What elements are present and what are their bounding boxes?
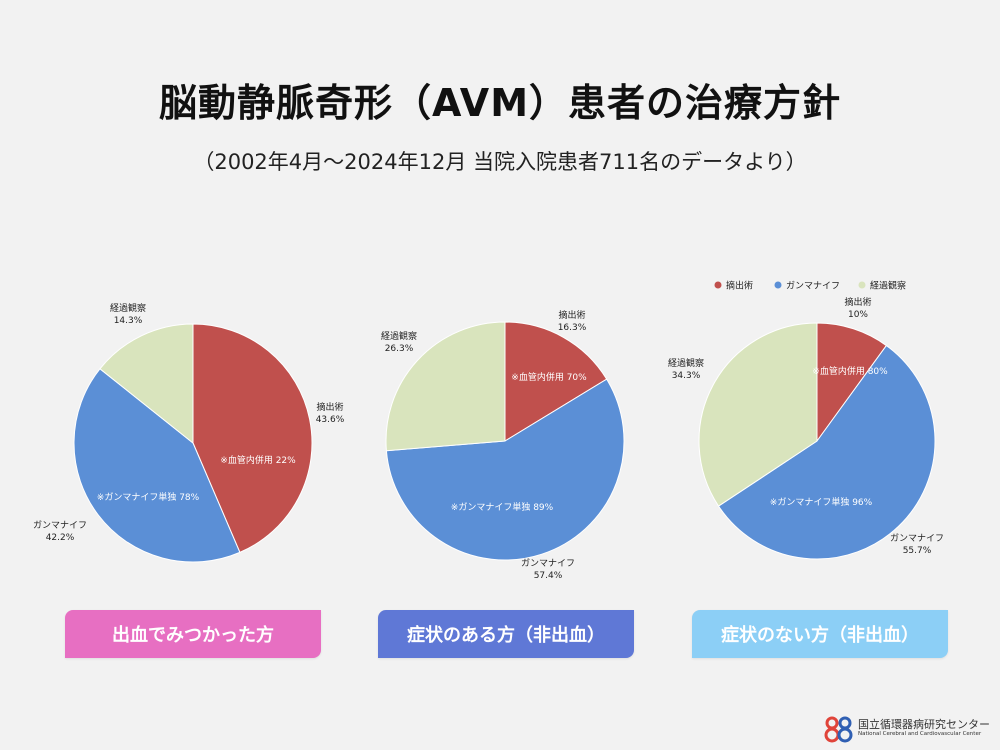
pie-2-value-label-1: 16.3% bbox=[558, 323, 587, 333]
pie-2-slice-1 bbox=[504, 321, 608, 442]
pie-2-category-label-1: 摘出術 bbox=[558, 309, 585, 321]
pie-3-slice-1 bbox=[816, 322, 888, 443]
pie-1-category-label-1: 摘出術 bbox=[316, 401, 343, 413]
pie-1-annotation-2: ※ガンマナイフ単独 78% bbox=[97, 491, 200, 503]
pie-3-annotation-1: ※血管内併用 80% bbox=[812, 365, 888, 377]
pie-2-slice-2 bbox=[385, 378, 625, 561]
legend-label-3: 経過観察 bbox=[870, 280, 906, 292]
ncvc-logo-mark-icon bbox=[824, 716, 853, 743]
caption-button-hemorrhage: 出血でみつかった方 bbox=[65, 610, 321, 658]
page-subtitle: （2002年4月〜2024年12月 当院入院患者711名のデータより） bbox=[193, 150, 807, 174]
pie-1-value-label-2: 42.2% bbox=[46, 533, 75, 543]
pie-3-annotation-2: ※ガンマナイフ単独 96% bbox=[770, 496, 873, 508]
pie-3-slice-2 bbox=[717, 344, 936, 560]
ncvc-logo: 国立循環器病研究センター National Cerebral and Cardi… bbox=[824, 714, 994, 744]
pie-2-category-label-2: ガンマナイフ bbox=[521, 558, 575, 569]
pie-3-value-label-2: 55.7% bbox=[903, 546, 932, 556]
pie-2-category-label-3: 経過観察 bbox=[381, 330, 417, 342]
logo-name-en: National Cerebral and Cardiovascular Cen… bbox=[858, 731, 982, 737]
pie-2-value-label-2: 57.4% bbox=[534, 571, 563, 581]
caption-button-symptomatic: 症状のある方（非出血） bbox=[378, 610, 634, 658]
pie-1-slice-2 bbox=[73, 368, 241, 563]
legend-swatch-2 bbox=[774, 281, 782, 289]
pie-1-slice-1 bbox=[192, 323, 313, 554]
legend-label-2: ガンマナイフ bbox=[786, 281, 840, 292]
pie-1-category-label-2: ガンマナイフ bbox=[33, 520, 87, 531]
pie-2-value-label-3: 26.3% bbox=[385, 344, 414, 354]
pie-1-value-label-3: 14.3% bbox=[114, 316, 143, 326]
legend-swatch-1 bbox=[714, 281, 722, 289]
pie-3-category-label-1: 摘出術 bbox=[844, 296, 871, 308]
caption-button-asymptomatic: 症状のない方（非出血） bbox=[692, 610, 948, 658]
pie-3-slice-3 bbox=[698, 322, 818, 507]
legend-label-1: 摘出術 bbox=[726, 280, 753, 292]
pie-1-value-label-1: 43.6% bbox=[316, 415, 345, 425]
pie-2-slice-3 bbox=[385, 321, 506, 452]
pie-3-value-label-1: 10% bbox=[848, 310, 868, 320]
legend-swatch-3 bbox=[858, 281, 866, 289]
pie-2-annotation-2: ※ガンマナイフ単独 89% bbox=[451, 501, 554, 513]
pie-2-annotation-1: ※血管内併用 70% bbox=[511, 371, 587, 383]
pie-1-category-label-3: 経過観察 bbox=[110, 302, 146, 314]
pie-1-slice-3 bbox=[99, 323, 194, 445]
pie-3-category-label-3: 経過観察 bbox=[668, 357, 704, 369]
pie-1-annotation-1: ※血管内併用 22% bbox=[220, 454, 296, 466]
page-title: 脳動静脈奇形（AVM）患者の治療方針 bbox=[158, 81, 842, 125]
pie-3-category-label-2: ガンマナイフ bbox=[890, 533, 944, 544]
logo-name-jp: 国立循環器病研究センター bbox=[858, 718, 990, 731]
pie-3-value-label-3: 34.3% bbox=[672, 371, 701, 381]
